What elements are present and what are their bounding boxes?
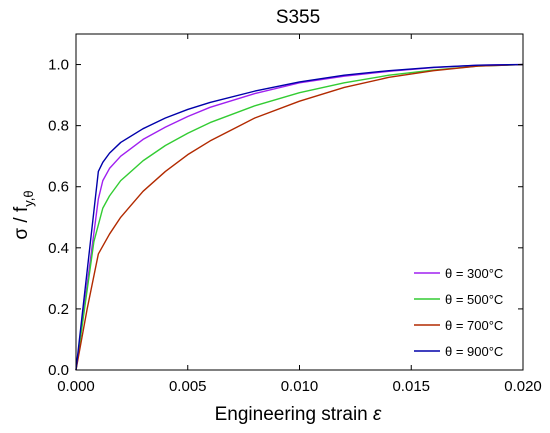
series-line-4 — [75, 63, 524, 371]
plot-area: 0.000 0.005 0.010 0.015 0.020 0.0 0.2 0.4 0.6 0.8… — [48, 33, 542, 395]
y-axis-label-subscript: y,θ — [21, 190, 36, 206]
y-tick-label: 0.6 — [48, 179, 69, 196]
legend-label-2: θ = 500°C — [445, 292, 503, 307]
y-axis-label: σ / fy,θ — [11, 190, 36, 239]
x-axis-label-text: Engineering strain — [215, 404, 373, 425]
x-tick-label: 0.010 — [281, 378, 319, 395]
y-tick-label: 0.2 — [48, 301, 69, 318]
x-tick-label: 0.000 — [57, 378, 95, 395]
y-tick-label: 0.0 — [48, 362, 69, 379]
x-tick-label: 0.020 — [504, 378, 542, 395]
y-tick-label: 0.4 — [48, 240, 69, 257]
series-line-2 — [75, 63, 524, 371]
x-axis-label-symbol: ε — [373, 404, 382, 425]
series-line-3 — [75, 63, 524, 371]
legend-label-4: θ = 900°C — [445, 344, 503, 359]
chart-title: S355 — [276, 7, 320, 28]
legend-label-1: θ = 300°C — [445, 266, 503, 281]
x-tick-label: 0.005 — [169, 378, 207, 395]
x-axis-label: Engineering strain ε — [215, 404, 382, 425]
x-tick-label: 0.015 — [392, 378, 430, 395]
y-tick-label: 0.8 — [48, 118, 69, 135]
legend-label-3: θ = 700°C — [445, 318, 503, 333]
y-tick-label: 1.0 — [48, 57, 69, 74]
y-axis-label-text: σ / f — [11, 206, 32, 240]
